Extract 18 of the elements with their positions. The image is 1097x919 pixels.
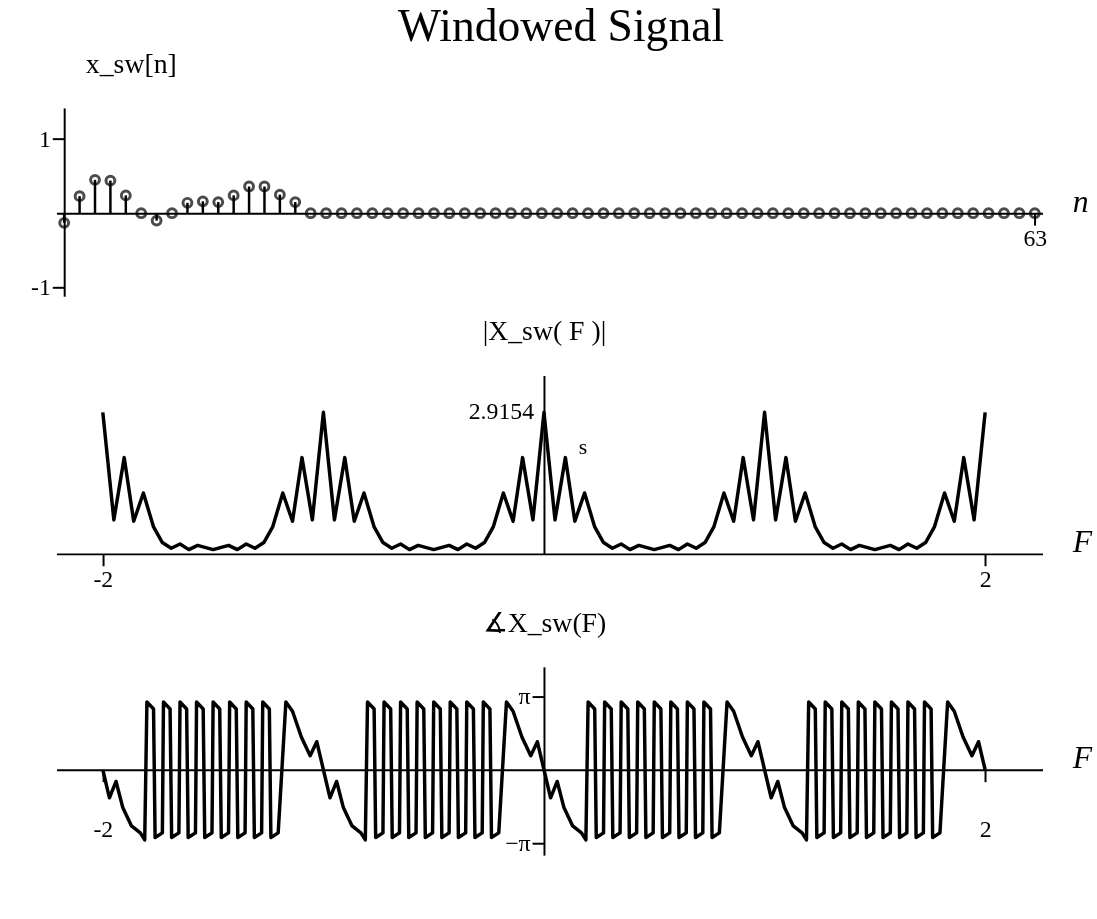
- y-tick-label: -1: [31, 273, 51, 300]
- x-tick-label: -2: [93, 566, 114, 593]
- y-axis-title: x_sw[n]: [85, 47, 177, 79]
- x-tick-label: 2: [979, 566, 992, 593]
- x-tick-label: -2: [93, 815, 114, 842]
- chart-title: Windowed Signal: [398, 0, 725, 51]
- y-axis-title: |X_sw( F )|: [482, 315, 607, 347]
- x-tick-label: 2: [979, 815, 992, 842]
- x-tick-label: 63: [1023, 225, 1048, 252]
- annotation: s: [578, 434, 588, 459]
- y-tick-label: −π: [505, 829, 531, 856]
- y-tick-label: π: [518, 682, 531, 709]
- x-axis-title: F: [1071, 740, 1093, 776]
- annotation: 2.9154: [468, 398, 535, 425]
- y-axis-title: ∡X_sw(F): [482, 606, 607, 638]
- x-axis-title: n: [1072, 183, 1089, 219]
- y-tick-label: 1: [38, 125, 51, 152]
- x-axis-title: F: [1071, 524, 1093, 560]
